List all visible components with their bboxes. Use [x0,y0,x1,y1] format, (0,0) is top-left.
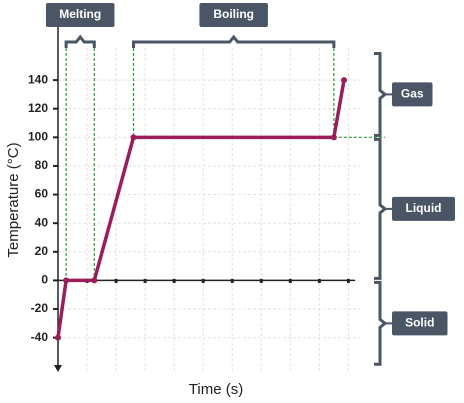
point [91,277,98,284]
y-tick-label: 0 [41,273,48,287]
bracket [374,51,388,137]
y-tick-label: 80 [35,158,49,172]
label-box [199,3,268,27]
y-tick-label: 100 [28,130,48,144]
label-box [392,196,455,221]
point [63,277,70,284]
label-box [45,3,115,27]
y-tick-label: -40 [31,330,49,344]
bracket [132,34,336,48]
label-box [392,311,448,336]
y-tick-label: -20 [31,301,49,315]
x-axis-label: Time (s) [189,381,243,398]
y-tick-label: 120 [28,101,48,115]
point [330,134,337,141]
point [55,334,61,341]
axis-arrow [54,365,62,372]
label-box [392,82,433,107]
y-tick-label: 60 [35,187,49,201]
state-label: Solid [405,316,434,330]
y-tick-label: 140 [28,72,48,86]
heating-curve [56,79,346,338]
state-label: Gas [401,87,424,101]
y-axis-label: Temperature (°C) [5,142,22,257]
bracket [64,34,96,48]
point [341,77,348,84]
point [130,134,137,141]
state-label: Liquid [406,201,442,215]
phase-label: Boiling [213,7,254,21]
bracket [374,137,388,280]
bracket [374,280,388,366]
phase-label: Melting [59,7,101,21]
y-tick-label: 20 [35,244,49,258]
y-tick-label: 40 [35,215,49,229]
